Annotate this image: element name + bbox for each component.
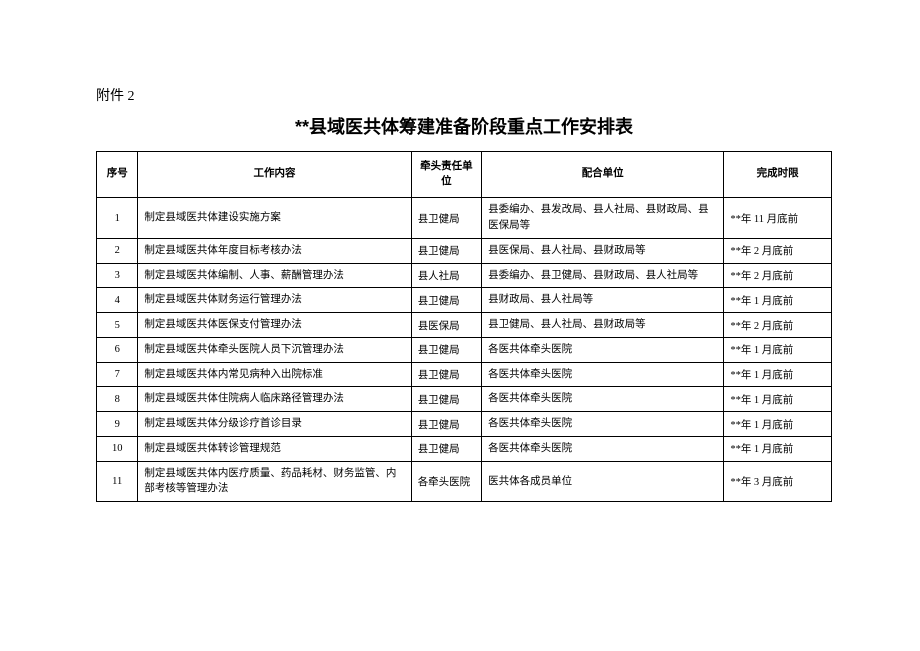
cell-lead: 各牵头医院 — [411, 461, 481, 502]
table-row: 10 制定县域医共体转诊管理规范 县卫健局 各医共体牵头医院 **年 1 月底前 — [97, 436, 832, 461]
cell-index: 3 — [97, 263, 138, 288]
table-body: 1 制定县域医共体建设实施方案 县卫健局 县委编办、县发改局、县人社局、县财政局… — [97, 198, 832, 502]
cell-content: 制定县域医共体医保支付管理办法 — [138, 313, 411, 338]
cell-lead: 县卫健局 — [411, 387, 481, 412]
cell-deadline: **年 1 月底前 — [724, 412, 832, 437]
cell-index: 2 — [97, 238, 138, 263]
cell-lead: 县卫健局 — [411, 362, 481, 387]
cell-content: 制定县域医共体分级诊疗首诊目录 — [138, 412, 411, 437]
cell-lead: 县卫健局 — [411, 288, 481, 313]
cell-lead: 县卫健局 — [411, 337, 481, 362]
cell-coop: 县委编办、县卫健局、县财政局、县人社局等 — [482, 263, 724, 288]
cell-deadline: **年 1 月底前 — [724, 436, 832, 461]
cell-coop: 各医共体牵头医院 — [482, 387, 724, 412]
cell-content: 制定县域医共体财务运行管理办法 — [138, 288, 411, 313]
cell-index: 10 — [97, 436, 138, 461]
cell-coop: 县医保局、县人社局、县财政局等 — [482, 238, 724, 263]
table-row: 11 制定县域医共体内医疗质量、药品耗材、财务监管、内部考核等管理办法 各牵头医… — [97, 461, 832, 502]
col-header-coop: 配合单位 — [482, 152, 724, 198]
table-row: 7 制定县域医共体内常见病种入出院标准 县卫健局 各医共体牵头医院 **年 1 … — [97, 362, 832, 387]
table-row: 4 制定县域医共体财务运行管理办法 县卫健局 县财政局、县人社局等 **年 1 … — [97, 288, 832, 313]
col-header-lead: 牵头责任单位 — [411, 152, 481, 198]
cell-coop: 县委编办、县发改局、县人社局、县财政局、县医保局等 — [482, 198, 724, 239]
cell-deadline: **年 3 月底前 — [724, 461, 832, 502]
cell-coop: 县财政局、县人社局等 — [482, 288, 724, 313]
cell-deadline: **年 2 月底前 — [724, 313, 832, 338]
cell-coop: 县卫健局、县人社局、县财政局等 — [482, 313, 724, 338]
schedule-table: 序号 工作内容 牵头责任单位 配合单位 完成时限 1 制定县域医共体建设实施方案… — [96, 151, 832, 502]
cell-content: 制定县域医共体住院病人临床路径管理办法 — [138, 387, 411, 412]
cell-index: 4 — [97, 288, 138, 313]
cell-lead: 县人社局 — [411, 263, 481, 288]
cell-deadline: **年 1 月底前 — [724, 288, 832, 313]
cell-deadline: **年 1 月底前 — [724, 337, 832, 362]
cell-index: 8 — [97, 387, 138, 412]
table-row: 5 制定县域医共体医保支付管理办法 县医保局 县卫健局、县人社局、县财政局等 *… — [97, 313, 832, 338]
col-header-index: 序号 — [97, 152, 138, 198]
cell-lead: 县卫健局 — [411, 412, 481, 437]
cell-coop: 各医共体牵头医院 — [482, 436, 724, 461]
cell-content: 制定县域医共体编制、人事、薪酬管理办法 — [138, 263, 411, 288]
table-row: 8 制定县域医共体住院病人临床路径管理办法 县卫健局 各医共体牵头医院 **年 … — [97, 387, 832, 412]
attachment-label: 附件 2 — [96, 85, 832, 105]
cell-lead: 县卫健局 — [411, 198, 481, 239]
cell-index: 9 — [97, 412, 138, 437]
cell-content: 制定县域医共体年度目标考核办法 — [138, 238, 411, 263]
cell-index: 1 — [97, 198, 138, 239]
cell-content: 制定县域医共体牵头医院人员下沉管理办法 — [138, 337, 411, 362]
cell-content: 制定县域医共体转诊管理规范 — [138, 436, 411, 461]
table-row: 9 制定县域医共体分级诊疗首诊目录 县卫健局 各医共体牵头医院 **年 1 月底… — [97, 412, 832, 437]
cell-deadline: **年 1 月底前 — [724, 387, 832, 412]
page-title: **县域医共体筹建准备阶段重点工作安排表 — [96, 113, 832, 139]
table-row: 2 制定县域医共体年度目标考核办法 县卫健局 县医保局、县人社局、县财政局等 *… — [97, 238, 832, 263]
cell-lead: 县医保局 — [411, 313, 481, 338]
cell-content: 制定县域医共体内医疗质量、药品耗材、财务监管、内部考核等管理办法 — [138, 461, 411, 502]
cell-coop: 各医共体牵头医院 — [482, 337, 724, 362]
cell-deadline: **年 1 月底前 — [724, 362, 832, 387]
cell-coop: 医共体各成员单位 — [482, 461, 724, 502]
col-header-deadline: 完成时限 — [724, 152, 832, 198]
table-row: 1 制定县域医共体建设实施方案 县卫健局 县委编办、县发改局、县人社局、县财政局… — [97, 198, 832, 239]
cell-deadline: **年 2 月底前 — [724, 238, 832, 263]
cell-index: 11 — [97, 461, 138, 502]
cell-content: 制定县域医共体建设实施方案 — [138, 198, 411, 239]
col-header-content: 工作内容 — [138, 152, 411, 198]
cell-lead: 县卫健局 — [411, 436, 481, 461]
table-row: 6 制定县域医共体牵头医院人员下沉管理办法 县卫健局 各医共体牵头医院 **年 … — [97, 337, 832, 362]
table-header-row: 序号 工作内容 牵头责任单位 配合单位 完成时限 — [97, 152, 832, 198]
cell-index: 5 — [97, 313, 138, 338]
cell-content: 制定县域医共体内常见病种入出院标准 — [138, 362, 411, 387]
cell-deadline: **年 11 月底前 — [724, 198, 832, 239]
cell-coop: 各医共体牵头医院 — [482, 362, 724, 387]
cell-index: 7 — [97, 362, 138, 387]
cell-deadline: **年 2 月底前 — [724, 263, 832, 288]
cell-coop: 各医共体牵头医院 — [482, 412, 724, 437]
cell-index: 6 — [97, 337, 138, 362]
table-row: 3 制定县域医共体编制、人事、薪酬管理办法 县人社局 县委编办、县卫健局、县财政… — [97, 263, 832, 288]
cell-lead: 县卫健局 — [411, 238, 481, 263]
